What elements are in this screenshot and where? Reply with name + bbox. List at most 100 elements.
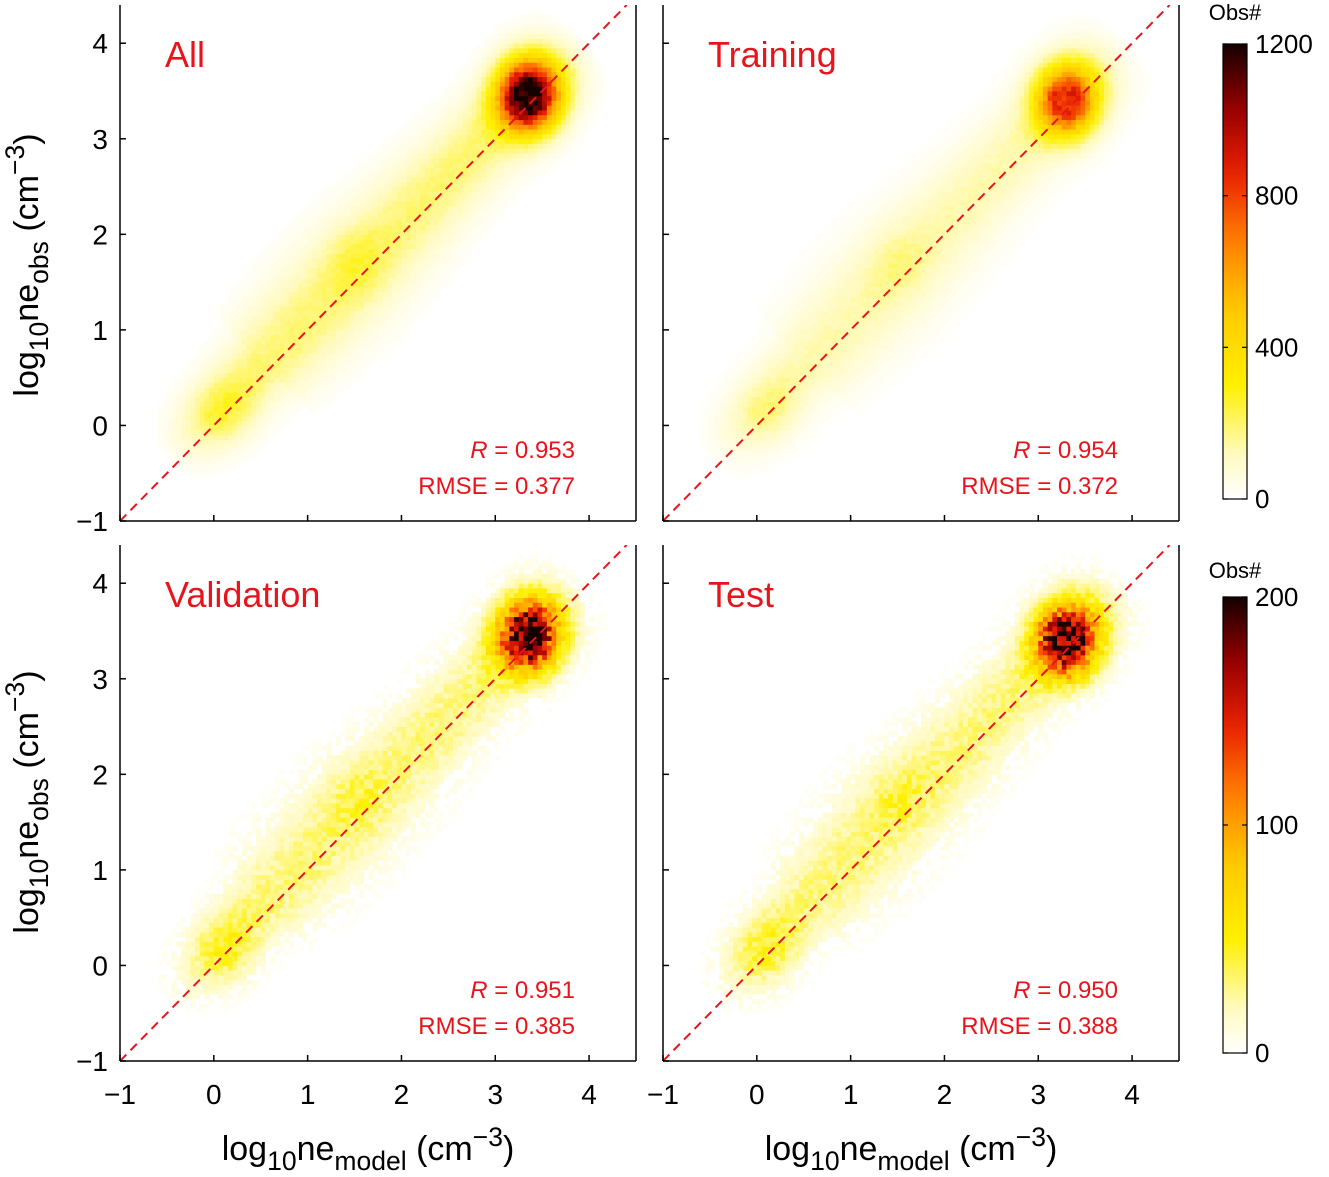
density-cell — [869, 258, 875, 264]
density-cell — [420, 105, 426, 111]
density-cell — [733, 463, 739, 469]
density-cell — [317, 382, 323, 388]
density-cell — [874, 234, 880, 240]
density-cell — [321, 291, 327, 297]
density-cell — [822, 372, 828, 379]
density-cell — [780, 430, 786, 436]
density-cell — [808, 420, 814, 426]
density-cell — [270, 320, 276, 326]
density-cell — [742, 430, 748, 436]
density-cell — [855, 253, 861, 259]
density-cell — [747, 392, 753, 398]
density-cell — [279, 425, 285, 431]
density-cell — [770, 310, 776, 316]
density-cell — [363, 349, 370, 355]
density-cell — [845, 220, 852, 226]
density-cell — [378, 220, 384, 226]
density-cell — [438, 224, 445, 230]
density-cell — [831, 220, 837, 226]
density-cell — [415, 138, 421, 144]
density-cell — [481, 81, 487, 87]
density-cell — [368, 301, 374, 307]
density-cell — [780, 401, 786, 407]
density-cell — [803, 387, 809, 393]
density-cell — [799, 372, 805, 379]
density-cell — [345, 344, 351, 350]
density-cell — [307, 349, 313, 355]
density-cell — [331, 267, 337, 273]
density-cell — [518, 105, 524, 111]
density-cell — [424, 272, 430, 278]
density-cell — [288, 248, 294, 254]
density-cell — [237, 339, 243, 345]
density-cell — [761, 401, 767, 407]
density-cell — [490, 148, 496, 154]
density-cell — [709, 435, 715, 441]
density-cell — [481, 157, 487, 164]
density-cell — [817, 234, 823, 240]
density-cell — [256, 306, 262, 312]
density-cell — [401, 191, 407, 197]
density-cell — [499, 172, 506, 178]
density-cell — [827, 368, 833, 374]
density-cell — [850, 387, 856, 393]
density-cell — [485, 76, 491, 82]
density-cell — [822, 291, 828, 297]
density-cell — [443, 110, 449, 116]
density-cell — [808, 272, 814, 278]
density-cell — [518, 177, 524, 183]
density-cell — [288, 401, 294, 407]
density-cell — [176, 382, 182, 388]
density-cell — [246, 315, 252, 321]
density-cell — [808, 286, 814, 293]
density-cell — [354, 167, 360, 173]
density-cell — [738, 425, 744, 431]
density-cell — [406, 258, 412, 264]
density-cell — [546, 52, 552, 58]
density-cell — [570, 91, 576, 97]
density-cell — [331, 306, 337, 312]
density-cell — [251, 430, 257, 436]
density-cell — [312, 282, 318, 288]
density-cell — [270, 239, 276, 245]
density-cell — [396, 134, 402, 140]
density-cell — [841, 272, 847, 278]
density-cell — [373, 186, 379, 192]
density-cell — [504, 43, 510, 49]
density-cell — [246, 349, 252, 355]
density-cell — [415, 119, 421, 125]
density-cell — [246, 363, 252, 369]
density-cell — [453, 200, 459, 207]
density-cell — [709, 411, 715, 417]
density-cell — [204, 363, 210, 369]
density-cell — [232, 463, 238, 469]
density-cell — [495, 143, 501, 149]
density-cell — [481, 196, 487, 202]
density-cell — [462, 81, 468, 87]
density-cell — [546, 67, 552, 73]
density-cell — [302, 224, 309, 230]
density-cell — [836, 263, 842, 269]
density-cell — [864, 315, 870, 321]
density-cell — [420, 157, 426, 164]
density-cell — [864, 349, 870, 355]
density-cell — [579, 67, 585, 73]
density-cell — [714, 396, 720, 402]
density-cell — [817, 377, 823, 383]
density-cell — [457, 143, 463, 149]
density-cell — [551, 129, 557, 135]
density-cell — [700, 430, 706, 436]
density-cell — [434, 119, 440, 125]
density-cell — [265, 272, 271, 278]
density-cell — [284, 306, 290, 312]
density-cell — [373, 263, 379, 269]
density-cell — [223, 449, 229, 455]
density-cell — [453, 114, 459, 121]
density-cell — [335, 315, 341, 321]
density-cell — [565, 119, 571, 125]
density-cell — [415, 110, 421, 116]
density-cell — [817, 248, 823, 254]
density-cell — [556, 124, 562, 130]
density-cell — [260, 306, 266, 312]
density-cell — [761, 320, 767, 326]
